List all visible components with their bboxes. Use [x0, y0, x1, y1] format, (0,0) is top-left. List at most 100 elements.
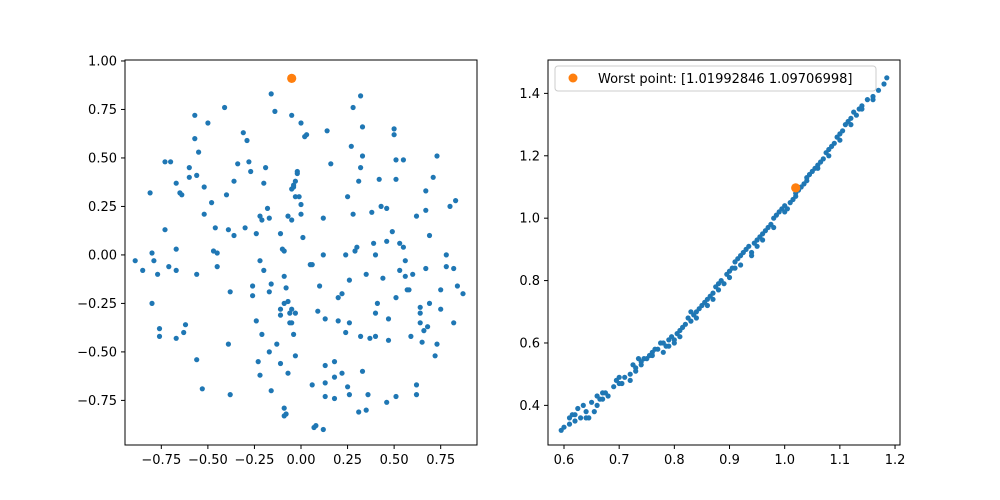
left-y-axis: −0.75 −0.50 −0.25 0.00 0.25 0.50 0.75 1.00	[77, 54, 125, 409]
left-data-point	[393, 393, 399, 400]
left-data-point	[438, 287, 444, 293]
left-data-point	[367, 335, 373, 341]
right-data-point	[710, 290, 716, 296]
left-scatter-chart: −0.75 −0.50 −0.25 0.00 0.25 0.50 0.75 −0.75−0.…	[77, 54, 478, 468]
left-data-point	[201, 211, 207, 217]
left-data-point	[335, 318, 341, 324]
left-data-point	[266, 289, 272, 295]
right-data-point	[782, 209, 788, 215]
left-data-point	[371, 240, 377, 246]
right-data-point	[578, 415, 584, 421]
left-data-point	[287, 310, 293, 316]
left-data-point	[274, 341, 280, 347]
right-data-point	[591, 409, 597, 415]
left-y-tick-label: 0.50	[88, 151, 117, 166]
left-data-point	[408, 333, 414, 339]
left-data-point	[434, 341, 440, 347]
legend-marker	[568, 73, 578, 83]
left-y-tick-label: 1.00	[88, 54, 117, 69]
left-data-point	[240, 130, 246, 136]
left-data-point	[380, 275, 386, 281]
left-data-point	[359, 124, 366, 130]
right-data-point	[611, 384, 617, 390]
right-data-point	[746, 243, 752, 249]
left-data-point	[315, 308, 321, 314]
left-data-point	[192, 112, 198, 118]
left-data-point	[447, 203, 453, 209]
left-data-point	[156, 333, 163, 339]
left-data-point	[384, 205, 390, 211]
left-data-point	[277, 306, 284, 312]
left-data-point	[346, 320, 352, 326]
left-data-point	[304, 132, 310, 138]
left-data-point	[289, 320, 295, 326]
right-data-point	[633, 365, 639, 371]
right-data-point	[666, 343, 672, 349]
left-y-tick-label: 0.75	[88, 103, 117, 118]
left-data-point	[257, 258, 263, 264]
left-data-point	[417, 320, 423, 326]
left-data-point	[277, 360, 284, 367]
left-data-point	[345, 384, 351, 390]
left-data-point	[423, 265, 429, 272]
right-y-tick-label: 0.6	[519, 336, 540, 351]
right-data-point	[853, 112, 860, 118]
left-data-point	[343, 252, 349, 258]
left-y-tick-label: 0.25	[88, 200, 117, 215]
right-data-point	[754, 243, 760, 249]
right-y-tick-label: 0.8	[519, 274, 540, 289]
right-data-point	[848, 122, 854, 128]
left-data-point	[255, 359, 261, 365]
right-data-point	[826, 153, 832, 159]
right-data-point	[580, 402, 586, 408]
left-data-point	[259, 331, 265, 337]
right-data-point	[575, 405, 581, 412]
left-data-point	[406, 287, 412, 293]
left-data-point	[346, 392, 352, 398]
left-data-point	[149, 250, 155, 256]
left-data-point	[300, 234, 306, 241]
right-data-point	[627, 377, 633, 383]
left-data-point	[147, 190, 153, 196]
left-data-point	[354, 244, 360, 250]
left-data-point	[294, 170, 300, 177]
right-data-point	[837, 137, 843, 143]
left-data-point	[343, 329, 349, 336]
left-data-point	[309, 262, 315, 268]
left-data-point	[173, 335, 179, 341]
left-data-point	[359, 153, 366, 159]
left-data-point	[285, 370, 291, 376]
left-data-point	[298, 201, 304, 208]
left-y-tick-label: −0.25	[77, 297, 117, 312]
left-data-point	[257, 372, 263, 378]
left-data-point	[225, 227, 231, 233]
left-data-point	[250, 283, 256, 289]
left-data-point	[259, 217, 265, 223]
right-data-point	[649, 352, 655, 359]
left-data-point	[261, 267, 267, 273]
left-data-point	[350, 104, 356, 111]
left-data-point	[443, 264, 449, 270]
left-data-point	[451, 320, 457, 326]
left-scatter-points	[132, 73, 466, 433]
left-data-point	[322, 362, 328, 369]
left-data-point	[264, 205, 271, 211]
right-data-point	[771, 224, 777, 231]
left-data-point	[417, 304, 423, 310]
left-data-point	[356, 409, 362, 415]
right-data-point	[693, 315, 700, 321]
left-data-point	[132, 258, 138, 264]
legend-box	[554, 65, 877, 92]
left-data-point	[186, 174, 192, 180]
right-data-point	[572, 412, 578, 418]
left-data-point	[205, 120, 211, 126]
left-data-point	[322, 380, 328, 386]
left-worst-point	[287, 73, 297, 83]
left-x-axis: −0.75 −0.50 −0.25 0.00 0.25 0.50 0.75	[141, 445, 455, 468]
left-data-point	[348, 143, 354, 149]
left-data-point	[214, 264, 220, 270]
left-data-point	[421, 328, 427, 334]
left-data-point	[285, 298, 291, 305]
left-data-point	[179, 192, 185, 198]
left-data-point	[291, 331, 297, 337]
